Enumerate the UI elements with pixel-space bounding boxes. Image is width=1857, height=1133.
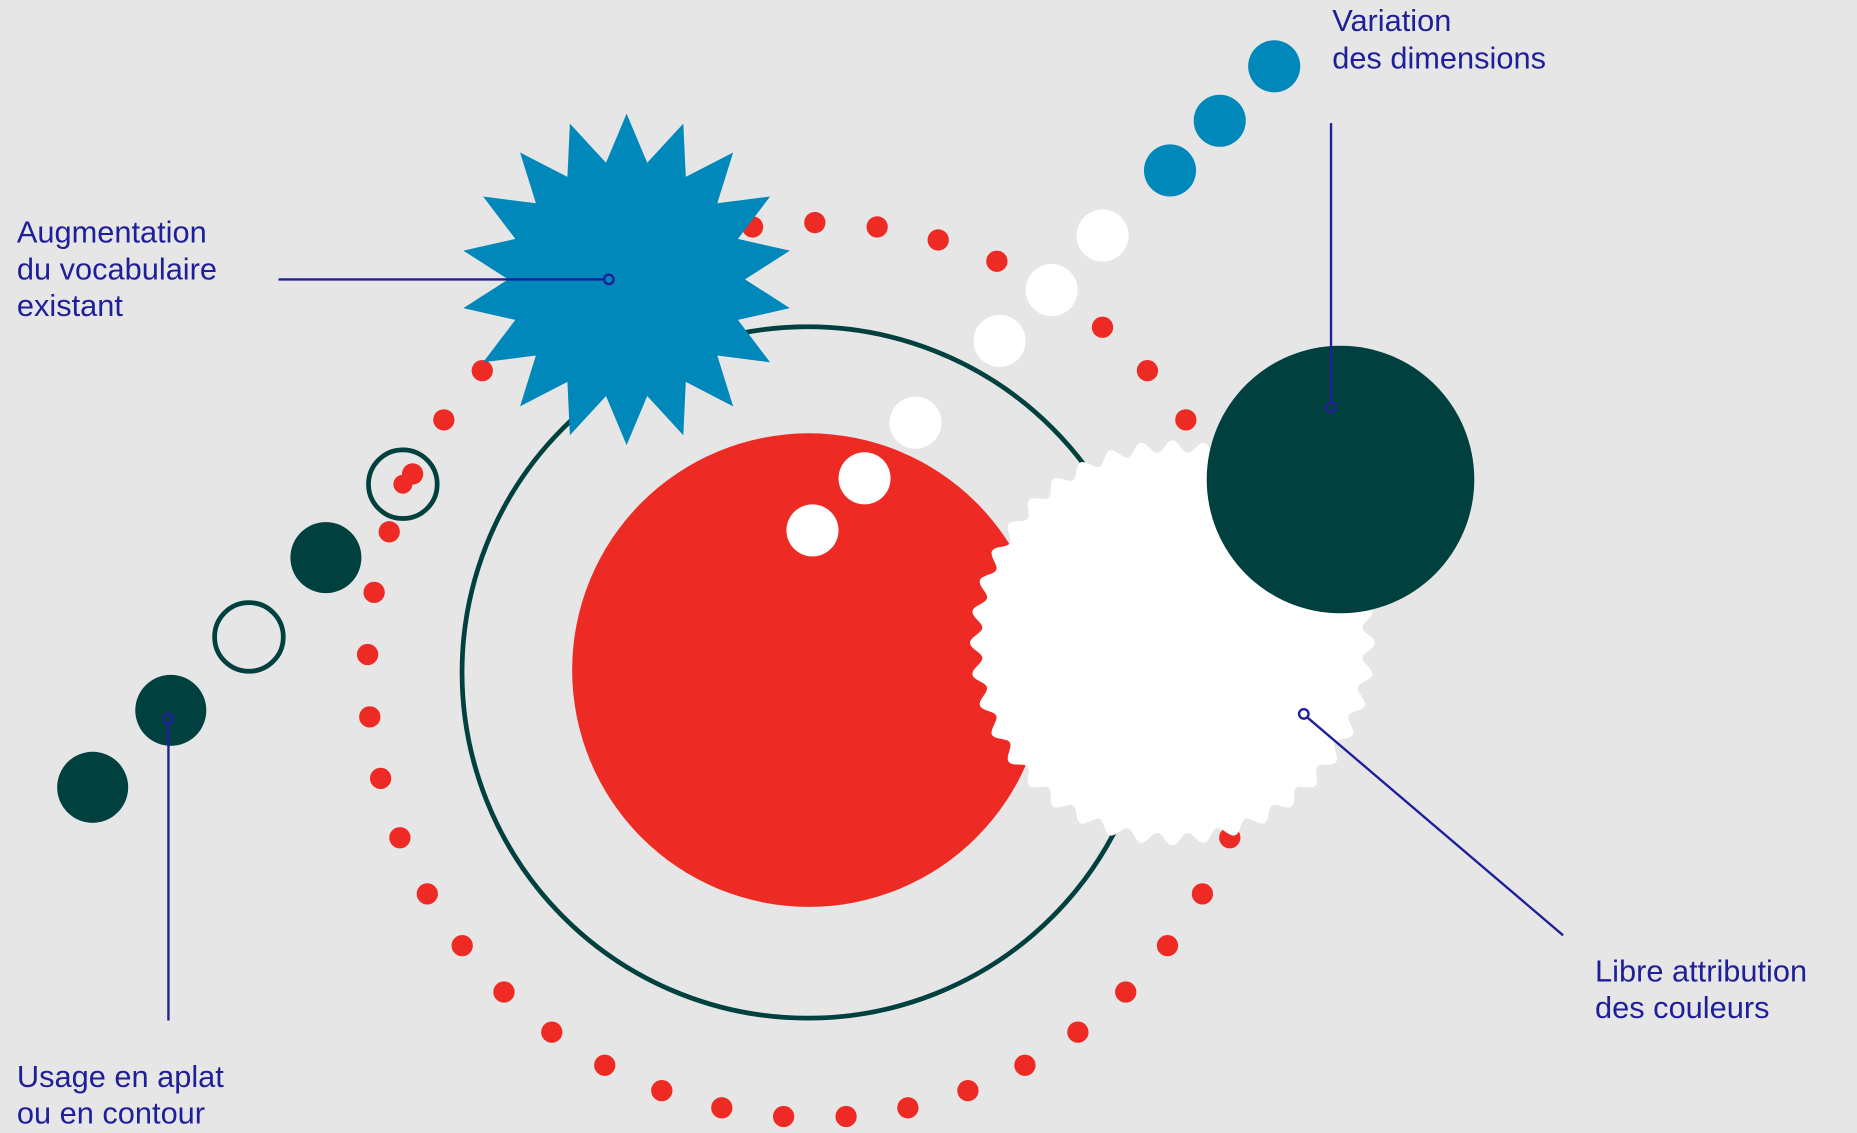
- green-ring: [366, 447, 440, 521]
- green-dot: [57, 751, 129, 823]
- dark-circle: [1206, 345, 1475, 614]
- red-dot: [378, 521, 400, 543]
- red-dot: [493, 981, 515, 1003]
- white-dot: [1076, 209, 1129, 262]
- green-dot: [290, 522, 362, 594]
- label-line: ou en contour: [17, 1096, 205, 1131]
- red-dot: [1175, 409, 1197, 431]
- red-dot: [1191, 883, 1214, 905]
- label-line: des couleurs: [1595, 990, 1769, 1025]
- red-dot: [866, 216, 888, 238]
- green-ring: [212, 600, 286, 674]
- red-circle: [572, 433, 1046, 907]
- leader-end: [1297, 707, 1310, 720]
- starburst: [463, 113, 790, 446]
- red-dot: [835, 1105, 857, 1128]
- red-dot: [363, 581, 385, 604]
- red-dot: [897, 1097, 919, 1119]
- label-line: des dimensions: [1332, 41, 1546, 76]
- red-dot: [1115, 981, 1137, 1003]
- red-dot: [711, 1097, 733, 1119]
- leader-lines: [162, 123, 1564, 1021]
- red-dot: [356, 643, 379, 666]
- red-dot: [416, 883, 438, 905]
- red-dot: [772, 1105, 795, 1128]
- red-dot: [1014, 1054, 1036, 1076]
- green-dots: [57, 447, 440, 823]
- red-dot: [393, 474, 413, 494]
- red-dot: [1156, 934, 1179, 957]
- white-dot: [889, 396, 942, 449]
- white-dot: [973, 314, 1026, 368]
- blue-dot: [1143, 144, 1197, 197]
- green-dot: [135, 674, 207, 746]
- red-dot: [369, 767, 392, 790]
- red-dot: [804, 211, 826, 234]
- red-dot: [1091, 316, 1114, 338]
- leader-end: [162, 712, 175, 725]
- red-dot: [651, 1079, 673, 1102]
- label-line: Variation: [1332, 3, 1451, 38]
- red-dot: [594, 1054, 616, 1076]
- labels: Augmentation du vocabulaire existant Var…: [17, 3, 1807, 1131]
- blue-dots: [1143, 40, 1301, 197]
- red-dot: [471, 359, 493, 382]
- blue-dot: [1193, 94, 1246, 147]
- red-dot: [1136, 359, 1159, 382]
- leader-end: [602, 273, 615, 286]
- label-line: du vocabulaire: [17, 251, 217, 286]
- label-line: existant: [17, 288, 123, 323]
- white-dot: [786, 504, 839, 557]
- label-line: Augmentation: [17, 215, 207, 250]
- white-dots: [786, 209, 1129, 557]
- label-line: Usage en aplat: [17, 1059, 224, 1094]
- white-dot: [1025, 264, 1078, 317]
- red-dot: [1067, 1021, 1089, 1043]
- red-dot: [927, 229, 949, 251]
- label-line: Libre attribution: [1595, 953, 1807, 988]
- blue-dot: [1248, 40, 1301, 93]
- red-dot: [957, 1079, 979, 1102]
- red-dot: [433, 409, 455, 431]
- red-dot: [541, 1021, 563, 1043]
- red-dot: [389, 827, 411, 849]
- red-dot: [986, 250, 1008, 272]
- white-dot: [838, 452, 891, 505]
- leader-line: [1306, 716, 1564, 937]
- red-dot: [451, 934, 473, 957]
- red-dot: [359, 706, 381, 728]
- leader-end: [1325, 401, 1337, 414]
